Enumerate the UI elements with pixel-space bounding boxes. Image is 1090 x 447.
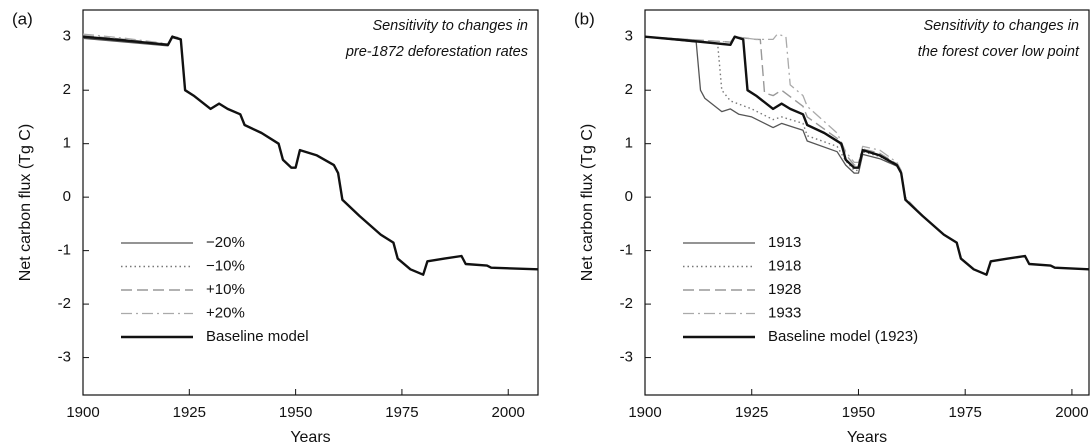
series-line — [645, 36, 1089, 276]
series-line — [83, 35, 538, 276]
x-tick-label: 2000 — [1055, 404, 1088, 421]
x-axis-label: Years — [847, 429, 887, 446]
x-tick-label: 1975 — [385, 404, 418, 421]
y-tick-label: -3 — [620, 349, 633, 366]
x-tick-label: 1925 — [735, 404, 768, 421]
x-tick-label: 1900 — [66, 404, 99, 421]
x-tick-label: 1975 — [949, 404, 982, 421]
series-line — [83, 37, 538, 276]
x-axis-label: Years — [290, 429, 330, 446]
series-line — [645, 33, 1089, 276]
series-line — [83, 36, 538, 276]
series-line — [645, 36, 1089, 276]
y-axis-label: Net carbon flux (Tg C) — [579, 124, 596, 281]
series-line — [83, 35, 538, 276]
y-tick-label: 2 — [625, 81, 633, 98]
y-tick-label: -2 — [58, 295, 71, 312]
legend-label: Baseline model (1923) — [768, 328, 918, 345]
legend-label: +20% — [206, 304, 245, 321]
legend-label: 1928 — [768, 281, 801, 298]
y-tick-label: -3 — [58, 349, 71, 366]
legend-label: Baseline model — [206, 328, 309, 345]
x-tick-label: 1900 — [628, 404, 661, 421]
y-tick-label: 3 — [63, 28, 71, 45]
annotation: Sensitivity to changes in — [923, 18, 1079, 34]
y-tick-label: 3 — [625, 28, 633, 45]
y-tick-label: 2 — [63, 81, 71, 98]
plot-frame — [644, 9, 1090, 396]
x-tick-label: 1950 — [279, 404, 312, 421]
annotation: the forest cover low point — [918, 44, 1080, 60]
y-tick-label: 0 — [63, 188, 71, 205]
y-axis-label: Net carbon flux (Tg C) — [17, 124, 34, 281]
y-tick-label: 0 — [625, 188, 633, 205]
panel: -3 -2 -1 0 1 2 3 1900 1925 1950 1975 2000 Years Net c… — [574, 9, 1090, 446]
y-tick-label: 1 — [63, 135, 71, 152]
legend-label: −20% — [206, 234, 245, 251]
x-tick-label: 1950 — [842, 404, 875, 421]
series-line — [645, 35, 1089, 276]
legend-label: 1933 — [768, 304, 801, 321]
y-tick-label: 1 — [625, 135, 633, 152]
plot-frame — [82, 9, 539, 396]
panel-label: (a) — [12, 9, 33, 28]
legend-label: +10% — [206, 281, 245, 298]
y-tick-label: -1 — [58, 242, 71, 259]
legend-label: 1918 — [768, 257, 801, 274]
panel-label: (b) — [574, 9, 595, 28]
annotation: Sensitivity to changes in — [372, 18, 528, 34]
panel: -3 -2 -1 0 1 2 3 1900 1925 1950 1975 2000 Years Net c… — [12, 9, 539, 446]
annotation: pre-1872 deforestation rates — [345, 44, 528, 60]
y-tick-label: -2 — [620, 295, 633, 312]
x-tick-label: 2000 — [492, 404, 525, 421]
legend-label: 1913 — [768, 234, 801, 251]
y-tick-label: -1 — [620, 242, 633, 259]
x-tick-label: 1925 — [173, 404, 206, 421]
legend-label: −10% — [206, 257, 245, 274]
